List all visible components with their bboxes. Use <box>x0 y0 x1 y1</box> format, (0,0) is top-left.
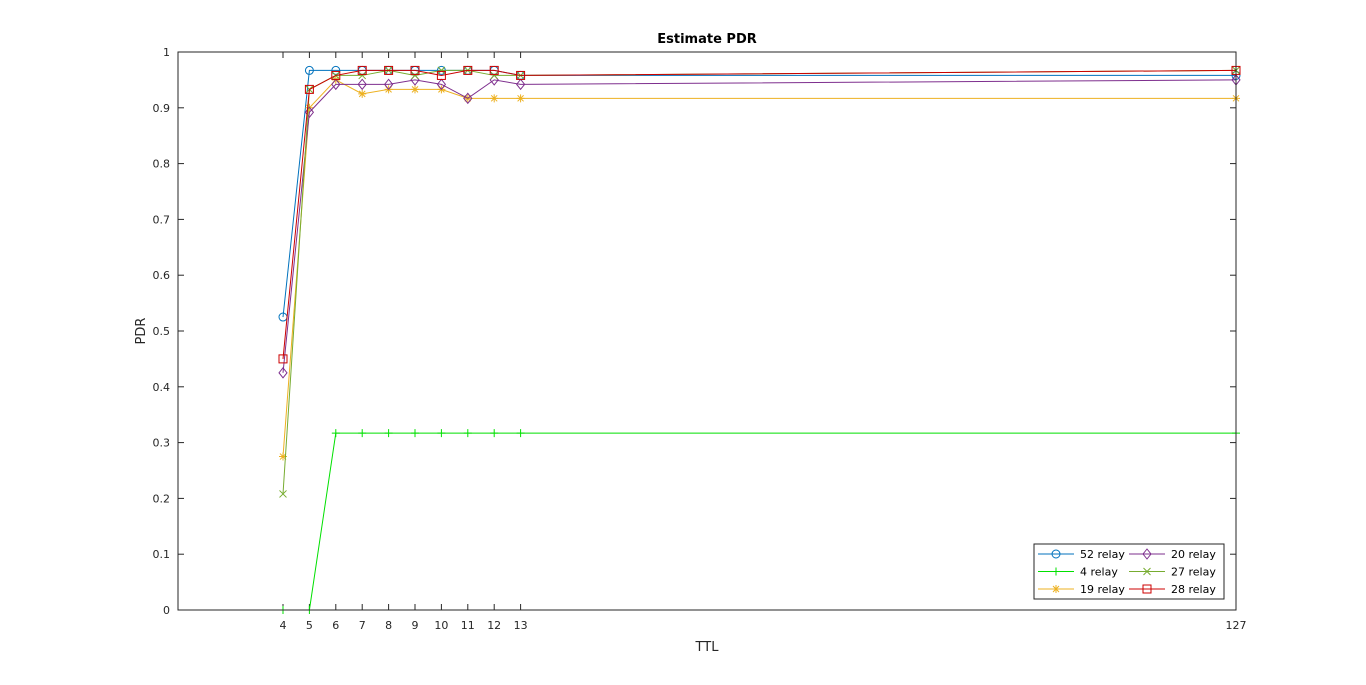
data-point <box>436 70 446 80</box>
y-tick-label: 0.4 <box>153 381 171 394</box>
y-axis-label: PDR <box>134 318 149 345</box>
data-point <box>358 71 367 80</box>
data-point <box>357 78 367 91</box>
data-point <box>437 66 446 75</box>
data-point <box>515 78 526 91</box>
legend-label: 27 relay <box>1171 566 1216 579</box>
x-tick-label: 11 <box>461 619 475 632</box>
legend-marker <box>1051 549 1061 559</box>
x-tick-label: 127 <box>1226 619 1247 632</box>
x-tick-label: 5 <box>306 619 313 632</box>
legend-marker <box>1142 548 1152 560</box>
plot-area <box>178 52 1236 610</box>
legend-marker <box>1143 567 1151 576</box>
legend-entry: 28 relay <box>1129 583 1216 596</box>
data-point <box>411 429 419 438</box>
data-point <box>278 367 288 379</box>
legend-entry: 27 relay <box>1129 566 1216 579</box>
series-28-relay <box>278 65 1241 364</box>
chart-title: Estimate PDR <box>657 32 757 47</box>
y-tick-label: 0.2 <box>153 492 171 505</box>
data-point <box>516 429 525 438</box>
axis-ticks: 0 0.1 0.2 0.3 0.4 0.5 0.6 0.7 0.8 0.9 1 4 5 6 7 8 9 10 11 1… <box>153 46 1247 632</box>
series-line <box>282 69 1237 359</box>
data-point <box>463 429 472 438</box>
data-point <box>436 78 447 91</box>
x-tick-label: 6 <box>332 619 339 632</box>
legend-label: 52 relay <box>1080 548 1125 561</box>
data-point <box>384 429 393 438</box>
data-point <box>279 452 287 461</box>
data-point <box>516 70 526 80</box>
data-point <box>384 65 394 75</box>
x-tick-label: 12 <box>487 619 501 632</box>
data-point <box>490 429 499 438</box>
y-tick-label: 1 <box>163 46 170 59</box>
legend-marker <box>1052 585 1060 593</box>
legend-marker <box>1142 584 1152 594</box>
data-point <box>331 429 340 438</box>
data-point <box>489 65 499 75</box>
data-point <box>304 84 314 94</box>
x-tick-label: 8 <box>385 619 392 632</box>
data-point <box>463 65 473 75</box>
data-point <box>278 354 288 364</box>
legend-entry: 4 relay <box>1038 566 1118 579</box>
legend-label: 28 relay <box>1171 583 1216 596</box>
data-point <box>437 429 446 438</box>
data-point <box>411 85 419 94</box>
data-point <box>463 92 473 105</box>
y-tick-label: 0.7 <box>153 213 171 226</box>
data-point <box>411 71 419 80</box>
legend: 52 relay 4 relay 19 relay 20 relay 27 relay 2… <box>1033 543 1225 600</box>
axes-box <box>177 51 1237 611</box>
data-point <box>490 94 499 103</box>
data-point <box>279 490 287 498</box>
x-tick-label: 10 <box>434 619 448 632</box>
y-tick-label: 0 <box>163 604 170 617</box>
legend-entry: 52 relay <box>1038 548 1125 561</box>
legend-label: 4 relay <box>1080 566 1118 579</box>
y-tick-label: 0.6 <box>153 269 171 282</box>
data-point <box>358 89 367 98</box>
data-point <box>490 71 499 80</box>
legend-label: 20 relay <box>1171 548 1216 561</box>
y-tick-label: 0.1 <box>153 548 171 561</box>
legend-entry: 20 relay <box>1129 548 1216 561</box>
data-point <box>331 70 341 80</box>
legend-label: 19 relay <box>1080 583 1125 596</box>
data-point <box>516 94 525 103</box>
series-line <box>282 79 1237 373</box>
x-tick-label: 13 <box>514 619 528 632</box>
data-point <box>357 65 367 75</box>
data-point <box>358 429 367 438</box>
y-tick-label: 0.3 <box>153 437 171 450</box>
x-tick-label: 7 <box>359 619 366 632</box>
data-point <box>304 106 315 119</box>
legend-marker <box>1052 567 1060 576</box>
data-point <box>304 65 314 75</box>
legend-entry: 19 relay <box>1038 583 1125 596</box>
data-point <box>331 78 341 91</box>
x-axis-label: TTL <box>695 640 720 655</box>
y-tick-label: 0.8 <box>153 158 171 171</box>
y-tick-label: 0.9 <box>153 102 171 115</box>
data-point <box>331 65 341 75</box>
series-20-relay <box>278 74 1241 379</box>
data-point <box>383 78 394 91</box>
x-tick-label: 9 <box>412 619 419 632</box>
y-tick-label: 0.5 <box>153 325 171 338</box>
data-point <box>410 65 420 75</box>
x-tick-label: 4 <box>280 619 287 632</box>
